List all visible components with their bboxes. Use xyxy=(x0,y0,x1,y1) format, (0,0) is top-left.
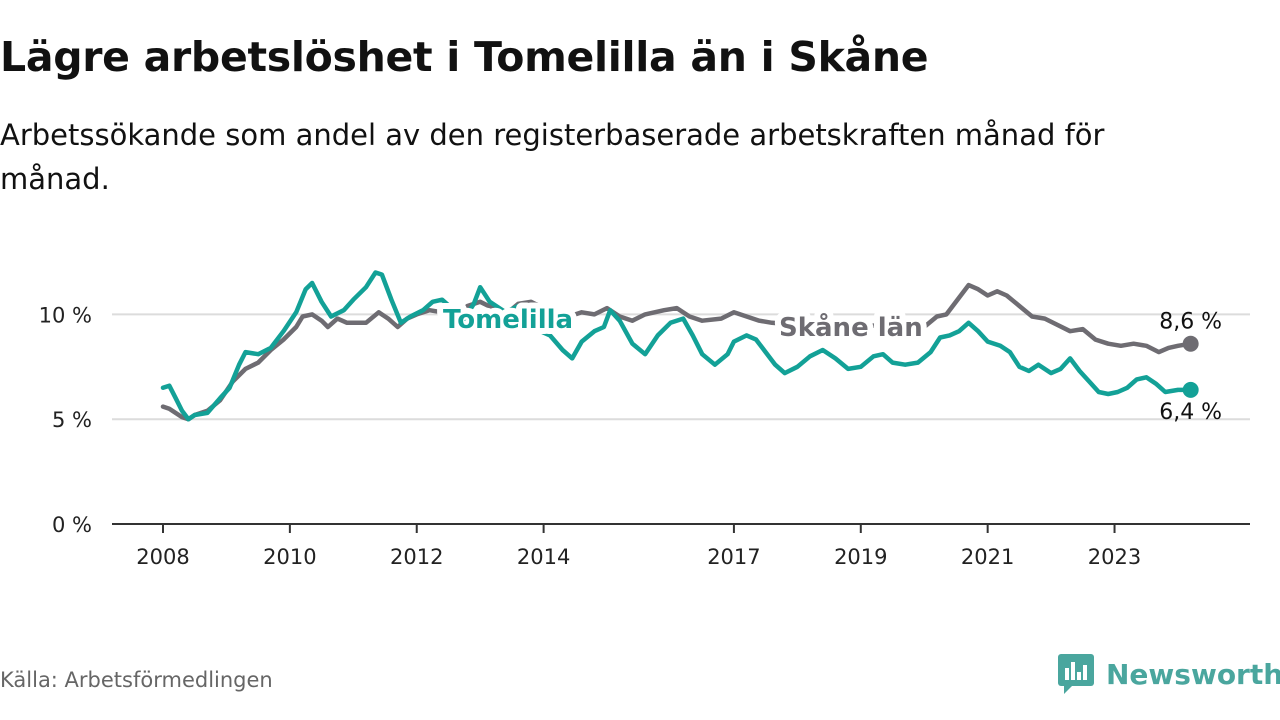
x-tick-label: 2023 xyxy=(1088,545,1141,569)
y-tick-label: 0 % xyxy=(52,513,92,537)
x-tick-label: 2021 xyxy=(961,545,1014,569)
brand-logo[interactable]: Newsworthy xyxy=(1058,652,1280,696)
y-tick-label: 10 % xyxy=(39,303,92,327)
x-tick-label: 2017 xyxy=(707,545,760,569)
series-line-tomelilla xyxy=(160,270,1193,422)
series-label-tomelilla: Tomelilla xyxy=(443,305,573,335)
chart-subtitle: Arbetssökande som andel av den registerb… xyxy=(0,118,1105,196)
line-chart: 0 % 5 % 10 % 2008 2010 2012 2014 2017 2019 2021 20… xyxy=(39,270,1250,569)
series-line-skane xyxy=(160,282,1193,422)
bar-chart-speech-bubble-icon xyxy=(1058,654,1094,694)
series-label-skane: Skåne län xyxy=(779,311,923,343)
x-tick-label: 2008 xyxy=(136,545,189,569)
source-note: Källa: Arbetsförmedlingen xyxy=(0,668,273,692)
end-label-tomelilla: 6,4 % xyxy=(1159,400,1222,425)
series-label-skane-halo: Skåne län xyxy=(779,311,923,343)
x-tick-label: 2010 xyxy=(263,545,316,569)
y-tick-label: 5 % xyxy=(52,408,92,432)
chart-title: Lägre arbetslöshet i Tomelilla än i Skån… xyxy=(0,33,929,81)
end-marker-skane xyxy=(1182,335,1199,352)
series-label-tomelilla-halo: Tomelilla xyxy=(443,305,573,335)
end-marker-tomelilla xyxy=(1182,381,1199,398)
x-tick-label: 2019 xyxy=(834,545,887,569)
x-tick-label: 2012 xyxy=(390,545,443,569)
end-label-skane: 8,6 % xyxy=(1159,310,1222,335)
x-tick-label: 2014 xyxy=(517,545,570,569)
brand-name: Newsworthy xyxy=(1106,657,1280,691)
